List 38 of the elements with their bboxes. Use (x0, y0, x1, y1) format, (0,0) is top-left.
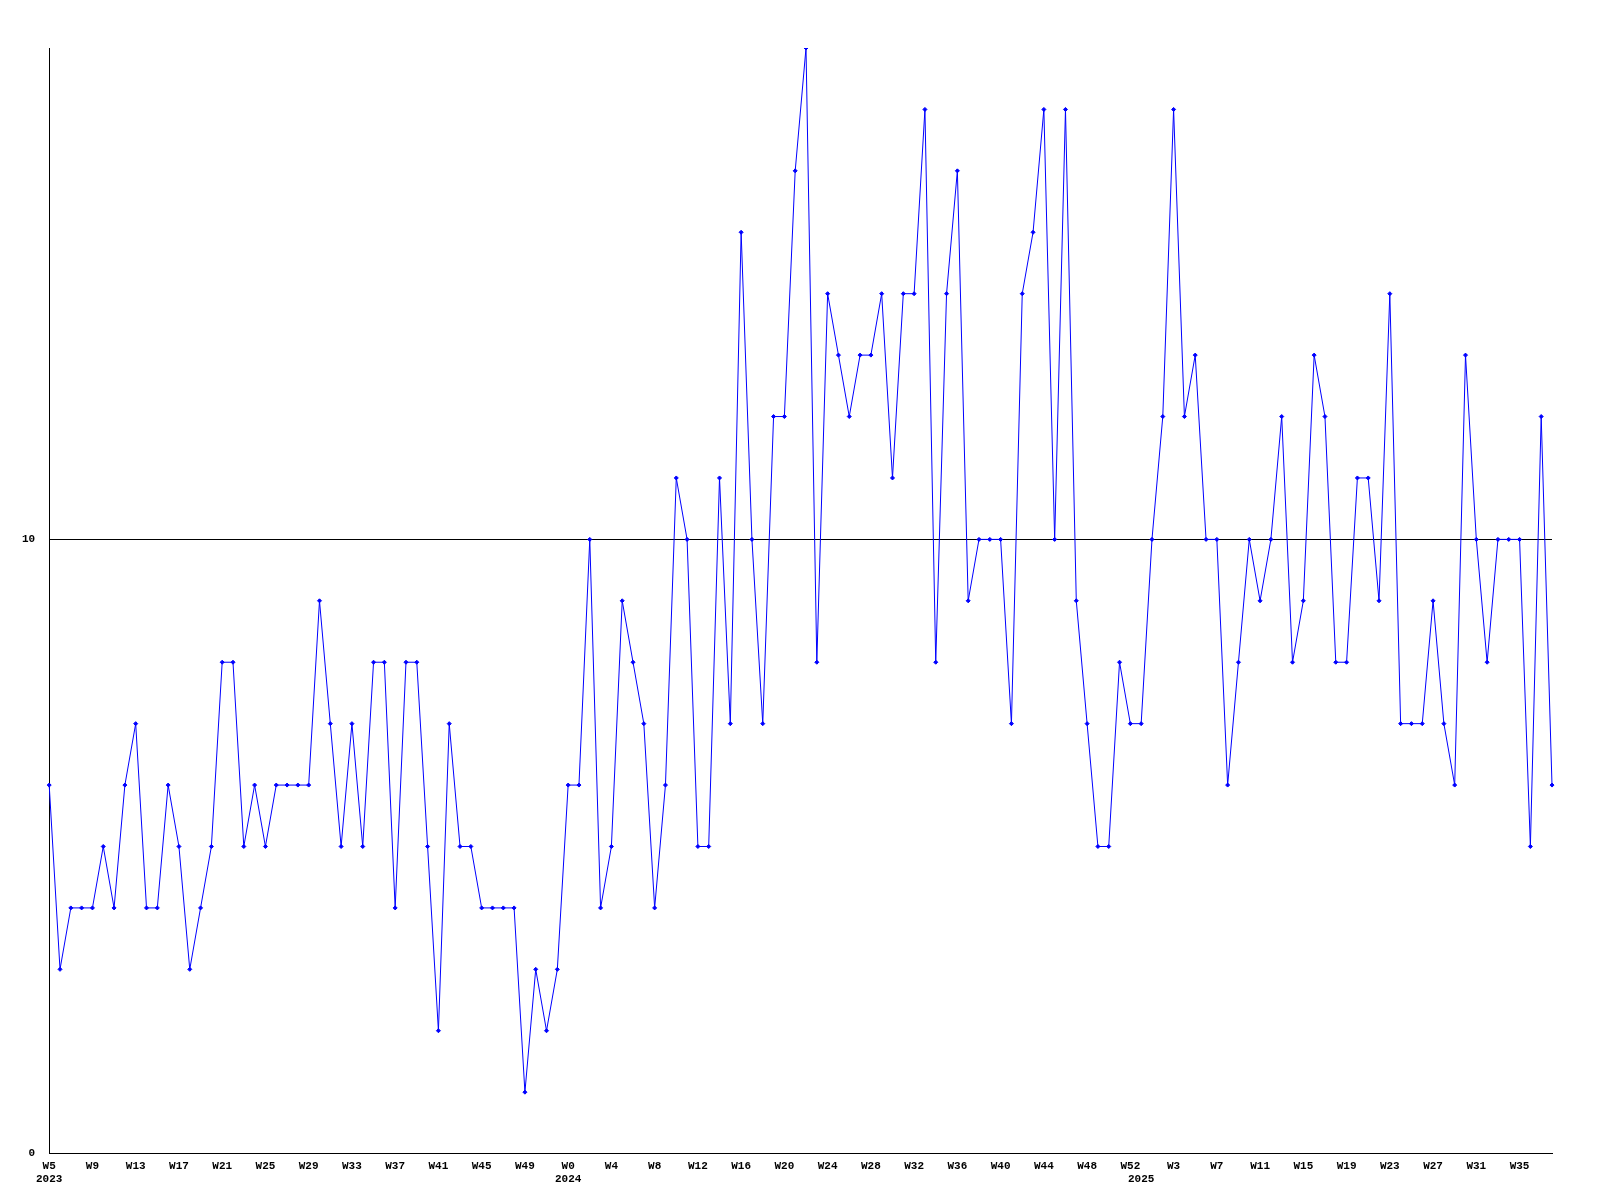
x-tick-label: W20 (774, 1159, 795, 1172)
x-tick-label: W15 (1293, 1159, 1314, 1172)
x-tick-label: W12 (687, 1159, 708, 1172)
x-tick-label: W40 (990, 1159, 1011, 1172)
x-tick-label: W36 (947, 1159, 968, 1172)
x-tick-label: W48 (1077, 1159, 1098, 1172)
x-tick-label: W21 (212, 1159, 233, 1172)
x-tick-label: W17 (169, 1159, 189, 1172)
x-tick-label: 2025 (1127, 1173, 1155, 1186)
x-tick-label: W19 (1336, 1159, 1357, 1172)
x-tick-label: W41 (428, 1159, 449, 1172)
x-tick-label: W29 (298, 1159, 319, 1172)
x-tick-label: W44 (1033, 1159, 1055, 1172)
x-tick-label: W33 (342, 1159, 363, 1172)
x-tick-label: W8 (648, 1159, 662, 1172)
x-tick-label: W31 (1466, 1159, 1487, 1172)
x-tick-label: W7 (1210, 1159, 1224, 1172)
y-tick-label: 0 (28, 1147, 36, 1160)
x-tick-label: W52 (1120, 1159, 1141, 1172)
x-tick-label: W37 (385, 1159, 406, 1172)
x-tick-label: W27 (1423, 1159, 1443, 1172)
x-tick-label: W0 2024 (554, 1159, 582, 1186)
x-tick-label: W35 (1509, 1159, 1530, 1172)
y-tick-label: 10 (22, 533, 36, 546)
x-tick-label: W32 (904, 1159, 925, 1172)
x-tick-label: W4 (604, 1159, 619, 1172)
x-tick-label: W25 (255, 1159, 276, 1172)
x-tick-label: W3 (1167, 1159, 1181, 1172)
x-tick-label: W24 (817, 1159, 838, 1172)
x-tick-label: W49 (515, 1159, 535, 1172)
x-tick-label: W23 (1379, 1159, 1401, 1172)
x-tick-label: W5 2023 (36, 1159, 63, 1186)
x-tick-label: W45 (471, 1159, 492, 1172)
x-tick-label: W28 (860, 1159, 882, 1172)
x-tick-label: W16 (731, 1159, 752, 1172)
x-tick-label: W11 (1250, 1159, 1271, 1172)
x-tick-label: W13 (125, 1159, 146, 1172)
x-tick-label: W9 (85, 1159, 100, 1172)
